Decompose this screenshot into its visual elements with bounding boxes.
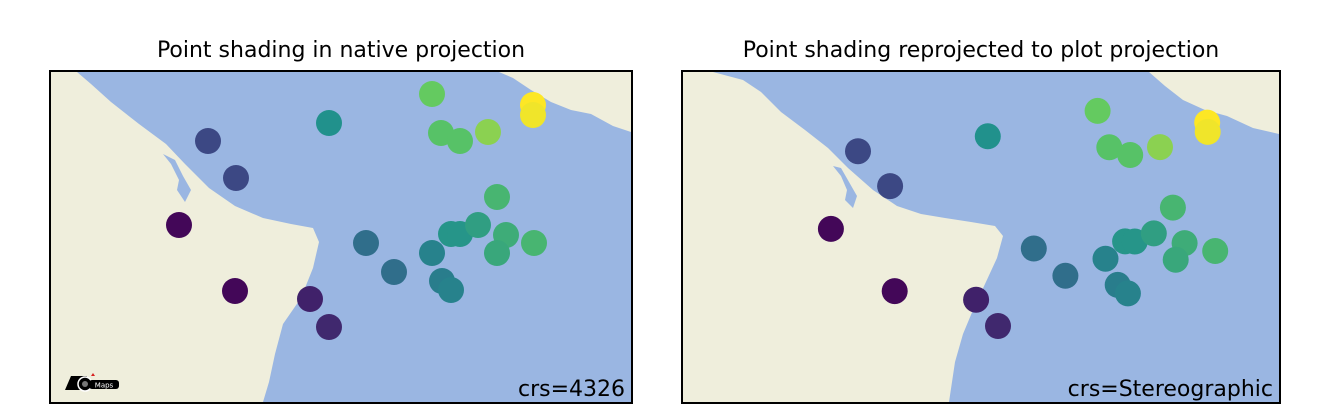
logo-text: Maps [95, 382, 114, 390]
data-point [1117, 142, 1144, 168]
land-south-america [51, 72, 319, 402]
map-canvas-reprojected [683, 72, 1279, 402]
data-point [166, 212, 192, 238]
data-point [381, 259, 407, 285]
data-point [1052, 262, 1079, 289]
land-south-america [683, 72, 1003, 402]
data-point [963, 286, 990, 313]
data-point [297, 286, 323, 312]
coastline-detail [163, 154, 191, 202]
data-point [353, 230, 379, 256]
data-point [447, 128, 473, 154]
data-point [817, 215, 844, 242]
data-point [419, 81, 445, 107]
panel-title-native: Point shading in native projection [156, 38, 526, 63]
eomaps-logo: Maps [61, 372, 121, 394]
data-point [1084, 97, 1111, 124]
data-point [222, 278, 248, 304]
data-point [438, 277, 464, 303]
data-point [484, 240, 510, 266]
crs-label-native: crs=4326 [517, 376, 625, 402]
data-point [1096, 134, 1123, 161]
data-point [1162, 246, 1189, 273]
data-point [316, 314, 342, 340]
land-africa [499, 72, 631, 132]
data-point [1020, 235, 1047, 262]
data-point [520, 102, 546, 128]
map-panel-native[interactable]: Maps crs=4326 [49, 70, 633, 404]
data-point [985, 313, 1011, 339]
data-point [881, 278, 908, 305]
data-point [1092, 245, 1119, 272]
data-point [223, 165, 249, 191]
data-point [974, 123, 1001, 150]
data-point [877, 173, 904, 200]
points-layer [166, 81, 547, 340]
land-layer [51, 72, 631, 402]
data-point [1114, 280, 1141, 307]
points-layer [817, 97, 1229, 339]
data-point [465, 212, 491, 238]
panel-title-reprojected: Point shading reprojected to plot projec… [742, 38, 1220, 63]
data-point [484, 184, 510, 210]
land-layer [683, 72, 1279, 402]
data-point [1202, 238, 1229, 264]
map-panel-reprojected[interactable]: crs=Stereographic [681, 70, 1281, 404]
land-africa [1149, 72, 1279, 134]
map-canvas-native [51, 72, 631, 402]
data-point [1194, 118, 1221, 145]
data-point [475, 119, 501, 145]
data-point [1159, 194, 1186, 221]
data-point [195, 128, 221, 154]
data-point [521, 230, 547, 256]
crs-label-reprojected: crs=Stereographic [1067, 376, 1273, 402]
data-point [1140, 220, 1167, 247]
data-point [316, 110, 342, 136]
data-point [419, 240, 445, 266]
coastline-detail [833, 166, 857, 208]
data-point [1147, 134, 1173, 161]
data-point [845, 138, 871, 165]
